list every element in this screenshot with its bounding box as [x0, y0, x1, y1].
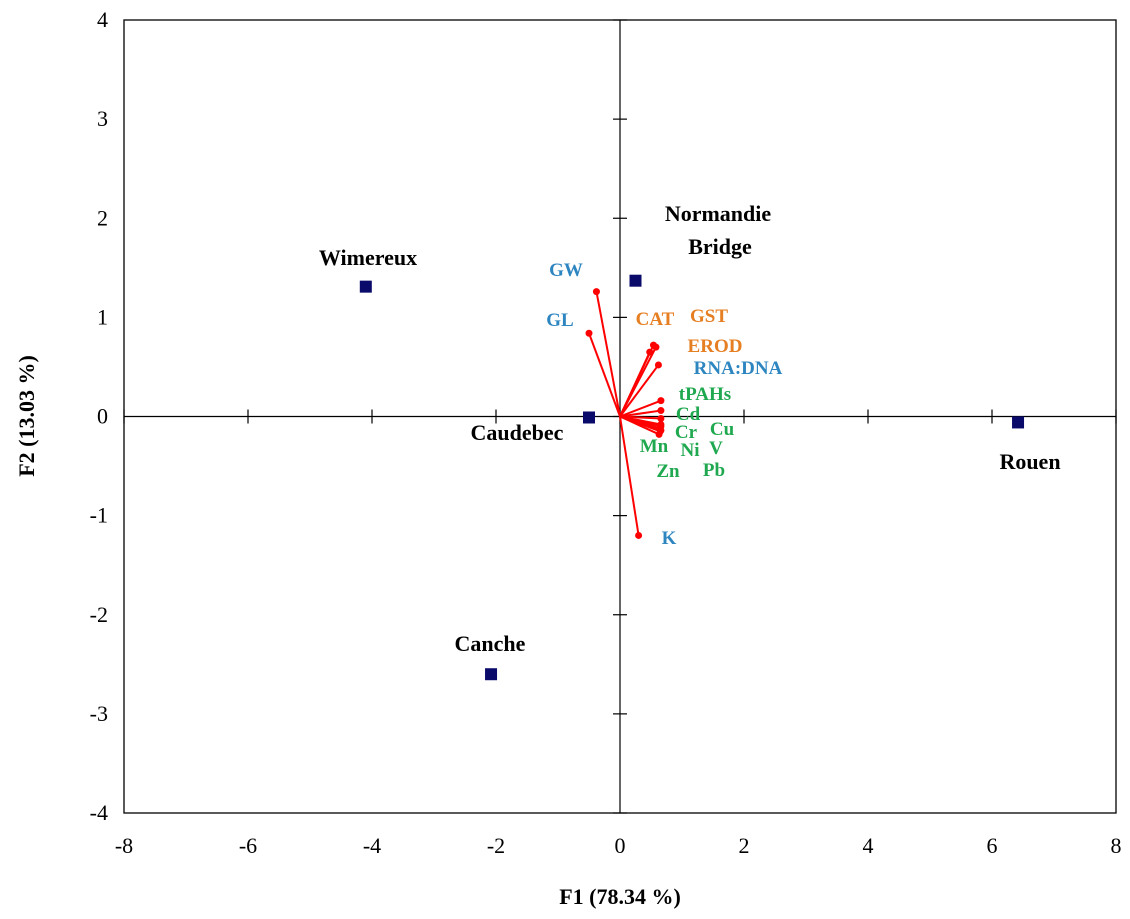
vector-tip — [652, 343, 660, 351]
site-marker-caudebec — [583, 411, 595, 424]
vector-tpahs — [619, 399, 662, 418]
vector-tip — [657, 414, 665, 422]
x-tick-label: 8 — [1111, 833, 1122, 858]
variable-vectors — [585, 288, 665, 539]
site-label-wimereux: Wimereux — [319, 245, 417, 270]
site-marker-rouen — [1012, 416, 1025, 429]
variable-label-gl: GL — [546, 310, 573, 331]
variable-label-rna-dna: RNA:DNA — [694, 358, 783, 379]
x-tick-label: 4 — [863, 833, 874, 858]
y-tick-label: -2 — [90, 602, 108, 627]
site-label-canche: Canche — [455, 631, 526, 656]
y-tick-label: 4 — [97, 7, 108, 32]
variable-label-zn: Zn — [656, 461, 680, 482]
y-tick-label: 0 — [97, 404, 108, 429]
variable-label-cd: Cd — [676, 404, 701, 425]
vector-tip — [654, 361, 662, 369]
site-markers — [359, 274, 1025, 681]
x-tick-label: -4 — [363, 833, 381, 858]
tick-labels: -8 -6 -4 -2 0 2 4 6 8 -4 -3 -2 -1 0 1 2 3 4 — [90, 7, 1122, 858]
variable-label-cr: Cr — [675, 422, 698, 443]
vector-k — [619, 416, 640, 536]
x-tick-label: -6 — [239, 833, 257, 858]
vector-tip — [657, 397, 665, 405]
y-tick-label: 1 — [97, 304, 108, 329]
vector-tip — [657, 407, 665, 415]
variable-label-tpahs: tPAHs — [679, 384, 731, 405]
site-label-caudebec: Caudebec — [471, 420, 564, 445]
site-label-normandie-bridge: Normandie — [665, 201, 772, 226]
vector-rna-dna — [619, 364, 660, 418]
y-tick-label: 3 — [97, 106, 108, 131]
variable-label-pb: Pb — [703, 460, 725, 481]
vector-erod — [619, 346, 657, 417]
variable-label-cat: CAT — [636, 309, 675, 330]
variable-label-gst: GST — [690, 306, 728, 327]
x-tick-label: 2 — [739, 833, 750, 858]
y-axis-title: F2 (13.03 %) — [14, 355, 39, 477]
vector-tip — [585, 329, 593, 337]
vector-pb — [619, 415, 662, 432]
variable-label-mn: Mn — [640, 436, 669, 457]
y-tick-label: -4 — [90, 800, 108, 825]
site-marker-wimereux — [359, 280, 372, 293]
variable-label-erod: EROD — [688, 336, 743, 357]
variable-label-cu: Cu — [710, 419, 735, 440]
vector-gw — [595, 291, 621, 417]
site-marker-canche — [485, 668, 498, 681]
variable-label-gw: GW — [549, 260, 583, 281]
vector-tip — [635, 531, 643, 539]
y-tick-label: -1 — [90, 503, 108, 528]
point-labels: Wimereux Normandie Bridge Caudebec Rouen Canc… — [319, 201, 1061, 656]
site-marker-normandie-bridge — [629, 274, 642, 287]
variable-label-k: K — [662, 528, 677, 549]
site-label-normandie-bridge: Bridge — [688, 234, 752, 259]
x-tick-label: 6 — [987, 833, 998, 858]
vector-tip — [657, 426, 665, 434]
x-axis-title: F1 (78.34 %) — [559, 884, 681, 909]
vector-cd — [619, 409, 662, 418]
variable-label-v: V — [709, 438, 723, 459]
variable-label-ni: Ni — [681, 440, 700, 461]
y-tick-label: -3 — [90, 701, 108, 726]
site-label-rouen: Rouen — [999, 449, 1060, 474]
x-tick-label: -8 — [115, 833, 133, 858]
x-tick-label: -2 — [487, 833, 505, 858]
x-tick-label: 0 — [615, 833, 626, 858]
vector-gl — [588, 332, 621, 417]
y-tick-label: 2 — [97, 205, 108, 230]
vector-tip — [592, 288, 600, 296]
